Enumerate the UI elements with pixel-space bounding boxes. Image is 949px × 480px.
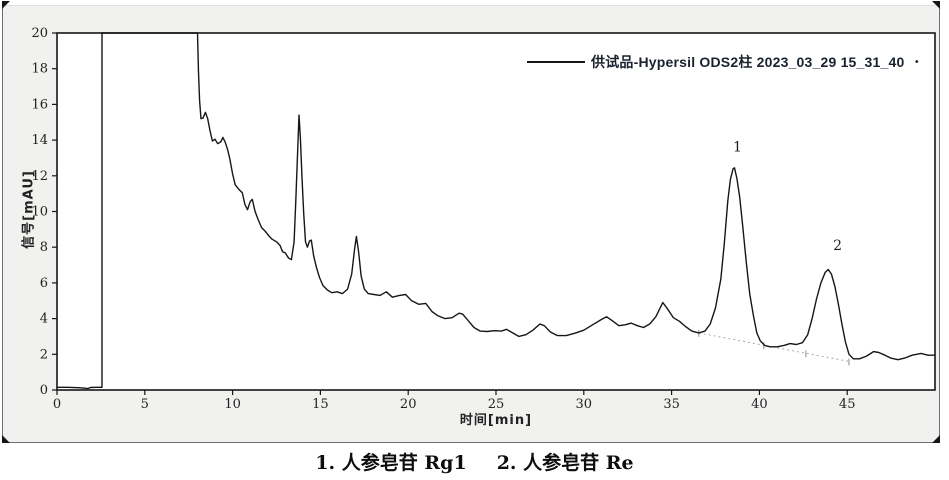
svg-text:4: 4 [40, 312, 48, 327]
plot-frame [56, 32, 936, 391]
svg-text:16: 16 [31, 97, 48, 112]
svg-text:0: 0 [53, 397, 61, 412]
x-axis-ticks: 0 5 10 15 20 25 30 35 40 45 [53, 390, 856, 412]
svg-text:20: 20 [31, 26, 48, 41]
svg-text:45: 45 [839, 397, 856, 412]
svg-text:14: 14 [31, 133, 48, 148]
selection-handle-bottom-right-icon [932, 435, 940, 443]
svg-text:10: 10 [31, 205, 48, 220]
peak-label-1: 1 [733, 140, 742, 156]
svg-text:0: 0 [40, 383, 48, 398]
legend-stray-dot: . [914, 48, 920, 67]
svg-text:20: 20 [400, 397, 417, 412]
svg-text:40: 40 [751, 397, 768, 412]
x-axis-title: 时间[min] [459, 413, 533, 428]
svg-text:30: 30 [576, 397, 593, 412]
peak-labels: 12 [733, 140, 842, 254]
svg-text:8: 8 [40, 240, 48, 255]
selection-handle-top-left-icon [2, 1, 10, 9]
peak-caption: 1. 人参皂苷 Rg1 2. 人参皂苷 Re [0, 448, 949, 475]
legend-line-sample [527, 61, 585, 63]
caption-peak-2: 2. 人参皂苷 Re [496, 452, 634, 474]
selection-handle-top-right-icon [932, 1, 940, 9]
svg-text:10: 10 [224, 397, 241, 412]
chromatogram-trace [56, 32, 935, 390]
svg-text:15: 15 [312, 397, 329, 412]
legend: 供试品-Hypersil ODS2柱 2023_03_29 15_31_40 [527, 52, 904, 72]
selection-handle-bottom-left-icon [2, 435, 10, 443]
svg-text:25: 25 [488, 397, 505, 412]
svg-text:6: 6 [40, 276, 48, 291]
y-axis-title: 信号[mAU] [21, 170, 37, 249]
svg-text:5: 5 [141, 397, 149, 412]
plot-area [57, 33, 935, 390]
peak-label-2: 2 [833, 238, 842, 254]
svg-text:18: 18 [31, 62, 48, 77]
svg-text:35: 35 [663, 397, 680, 412]
svg-text:2: 2 [40, 347, 48, 362]
caption-peak-1: 1. 人参皂苷 Rg1 [315, 452, 467, 474]
legend-label: 供试品-Hypersil ODS2柱 2023_03_29 15_31_40 [591, 54, 905, 70]
y-axis-ticks: 0 2 4 6 8 10 12 14 16 18 20 [31, 26, 57, 398]
svg-text:12: 12 [31, 169, 48, 184]
